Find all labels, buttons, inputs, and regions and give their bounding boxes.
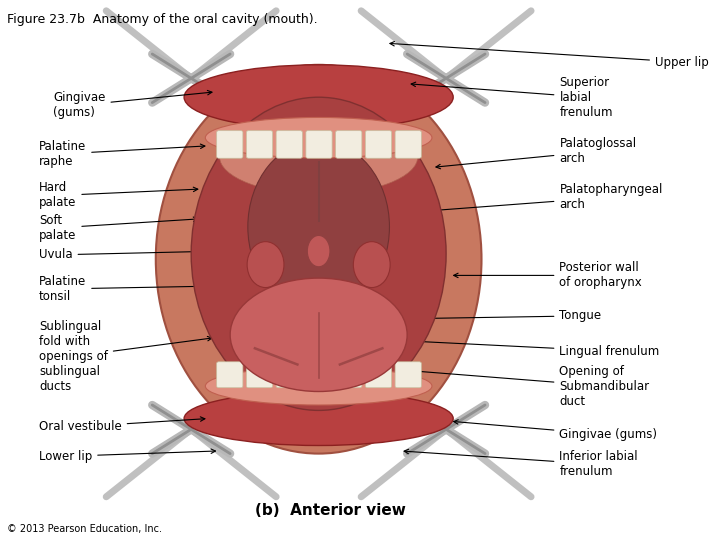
FancyBboxPatch shape: [276, 131, 302, 158]
Text: (b)  Anterior view: (b) Anterior view: [255, 503, 406, 518]
Text: Palatine
raphe: Palatine raphe: [39, 140, 205, 168]
Text: Superior
labial
frenulum: Superior labial frenulum: [411, 76, 613, 119]
Text: Lingual frenulum: Lingual frenulum: [397, 339, 660, 357]
FancyBboxPatch shape: [395, 131, 421, 158]
Text: Posterior wall
of oropharynx: Posterior wall of oropharynx: [454, 261, 642, 289]
Ellipse shape: [184, 392, 453, 446]
Text: Upper lip: Upper lip: [390, 42, 708, 69]
Ellipse shape: [156, 65, 482, 454]
FancyBboxPatch shape: [306, 131, 332, 158]
FancyBboxPatch shape: [336, 131, 362, 158]
FancyBboxPatch shape: [217, 131, 243, 158]
Ellipse shape: [248, 140, 390, 313]
FancyBboxPatch shape: [306, 362, 332, 388]
Text: Tongue: Tongue: [418, 309, 601, 322]
Ellipse shape: [354, 242, 390, 287]
FancyBboxPatch shape: [336, 362, 362, 388]
Text: Hard
palate: Hard palate: [39, 181, 198, 210]
Ellipse shape: [247, 242, 284, 287]
FancyBboxPatch shape: [395, 362, 421, 388]
Text: Soft
palate: Soft palate: [39, 214, 198, 242]
Text: Sublingual
fold with
openings of
sublingual
ducts: Sublingual fold with openings of subling…: [39, 320, 212, 393]
Text: Lower lip: Lower lip: [39, 449, 215, 463]
Ellipse shape: [220, 119, 418, 194]
Ellipse shape: [192, 97, 446, 410]
Text: Palatine
tonsil: Palatine tonsil: [39, 275, 205, 303]
Text: Gingivae
(gums): Gingivae (gums): [53, 90, 212, 119]
FancyBboxPatch shape: [276, 362, 302, 388]
Text: Uvula: Uvula: [39, 248, 215, 261]
FancyBboxPatch shape: [217, 362, 243, 388]
Ellipse shape: [184, 65, 453, 130]
Ellipse shape: [230, 278, 407, 392]
FancyBboxPatch shape: [365, 131, 392, 158]
Ellipse shape: [307, 235, 330, 267]
Text: © 2013 Pearson Education, Inc.: © 2013 Pearson Education, Inc.: [7, 523, 162, 534]
Text: Palatoglossal
arch: Palatoglossal arch: [436, 137, 636, 169]
FancyBboxPatch shape: [365, 362, 392, 388]
FancyBboxPatch shape: [246, 131, 273, 158]
Text: Figure 23.7b  Anatomy of the oral cavity (mouth).: Figure 23.7b Anatomy of the oral cavity …: [7, 14, 318, 26]
Text: Opening of
Submandibular
duct: Opening of Submandibular duct: [404, 364, 649, 408]
Text: Palatopharyngeal
arch: Palatopharyngeal arch: [436, 183, 663, 212]
Ellipse shape: [205, 367, 432, 405]
FancyBboxPatch shape: [246, 362, 273, 388]
Text: Oral vestibule: Oral vestibule: [39, 417, 205, 433]
Ellipse shape: [205, 117, 432, 158]
Text: Gingivae (gums): Gingivae (gums): [454, 420, 657, 441]
Text: Inferior labial
frenulum: Inferior labial frenulum: [404, 449, 638, 478]
